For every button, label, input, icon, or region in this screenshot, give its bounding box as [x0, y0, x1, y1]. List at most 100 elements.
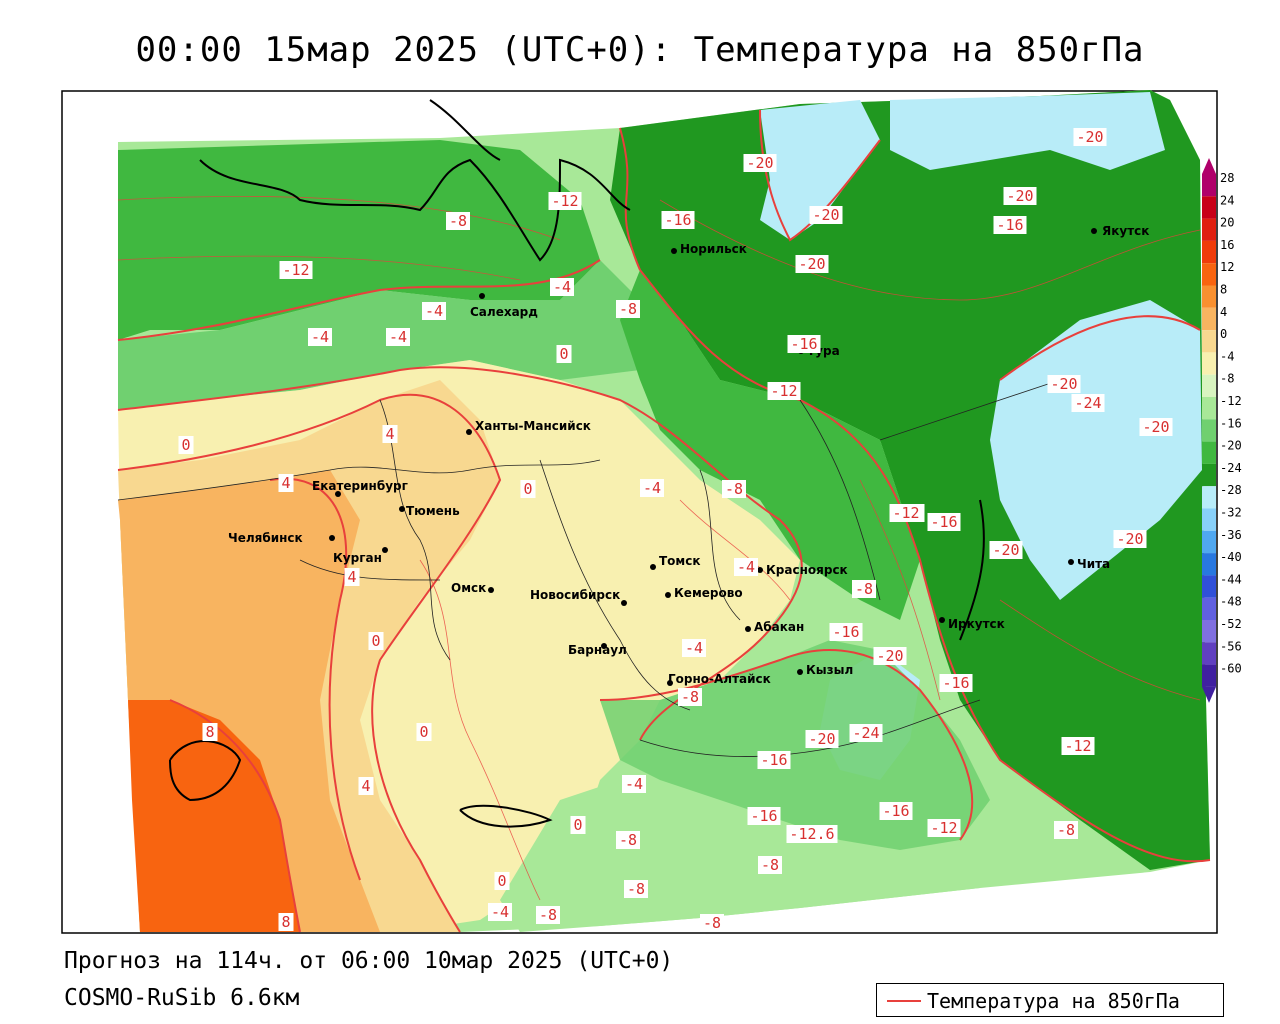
city-label: Чита: [1077, 557, 1110, 571]
isotherm-label: -16: [832, 623, 859, 641]
isotherm-label: -4: [491, 903, 509, 921]
colorbar-swatch: [1202, 263, 1216, 286]
city-dot: [329, 535, 335, 541]
colorbar-tick-label: -40: [1220, 550, 1242, 564]
isotherm-label-bg: [536, 906, 560, 924]
isotherm-label-bg: [873, 647, 907, 665]
isotherm-label: -12: [930, 819, 957, 837]
isotherm-label-bg: [1047, 375, 1081, 393]
city-dot: [466, 429, 472, 435]
isotherm-label-bg: [416, 723, 432, 741]
legend: Температура на 850гПа: [876, 983, 1224, 1017]
isotherm-label-bg: [278, 474, 294, 492]
isotherm-label: -16: [882, 802, 909, 820]
isotherm-label-bg: [1113, 530, 1147, 548]
isotherm-label: -4: [643, 479, 661, 497]
isotherm-label: -4: [625, 775, 643, 793]
isotherm-label-bg: [852, 580, 876, 598]
city-dot: [601, 643, 607, 649]
colorbar-tick-label: 20: [1220, 216, 1234, 230]
forecast-info: Прогноз на 114ч. от 06:00 10мар 2025 (UT…: [64, 948, 674, 974]
isotherm-label-bg: [805, 730, 839, 748]
city-dot: [745, 626, 751, 632]
colorbar-tick-label: 24: [1220, 193, 1234, 207]
isotherm-label: -20: [808, 730, 835, 748]
city-label: Челябинск: [228, 531, 303, 545]
isotherm-label-bg: [308, 328, 332, 346]
colorbar-tick-label: 16: [1220, 238, 1234, 252]
colorbar-swatch: [1202, 419, 1216, 442]
isotherm-label-bg: [548, 192, 582, 210]
city-label: Тюмень: [406, 504, 460, 518]
isotherm-label: -8: [725, 480, 743, 498]
region-very-cold-3: [990, 300, 1202, 600]
city-dot: [939, 617, 945, 623]
isotherm-label-bg: [1061, 737, 1095, 755]
isotherm-label-bg: [700, 914, 724, 932]
colorbar-swatch: [1202, 530, 1216, 554]
city-dot: [671, 248, 677, 254]
isotherm-label-bg: [358, 777, 374, 795]
isotherm-label-bg: [202, 723, 218, 741]
city-label: Ханты-Мансийск: [475, 419, 591, 433]
colorbar-tick-label: -12: [1220, 394, 1242, 408]
isotherm-label: 0: [371, 632, 380, 650]
isotherm-label-bg: [278, 913, 294, 931]
isotherm-label: -20: [1116, 530, 1143, 548]
isotherm-label-bg: [927, 513, 961, 531]
city-label: Новосибирск: [530, 588, 620, 602]
model-name: COSMO-RuSib 6.6км: [64, 985, 300, 1011]
isotherm-label-bg: [787, 335, 821, 353]
isotherm-label: -8: [855, 580, 873, 598]
isotherm-label: -20: [1050, 375, 1077, 393]
city-label: Екатеринбург: [312, 479, 408, 493]
isotherm-label-bg: [829, 623, 863, 641]
isotherm-label: 4: [281, 474, 290, 492]
isotherm-label-bg: [767, 382, 801, 400]
colorbar-tick-label: 0: [1220, 327, 1227, 341]
isotherm-label: -8: [681, 688, 699, 706]
isotherm-label: -4: [311, 328, 329, 346]
isotherm-label: -16: [664, 211, 691, 229]
city-dot: [667, 680, 673, 686]
colorbar-swatch: [1202, 508, 1216, 531]
city-dot: [335, 491, 341, 497]
isotherm-label: -12: [770, 382, 797, 400]
isotherm-label-bg: [889, 504, 923, 522]
isotherm-label-bg: [1139, 418, 1173, 436]
isotherm-label: 8: [281, 913, 290, 931]
isotherm-label-bg: [368, 632, 384, 650]
isotherm-label: 0: [419, 723, 428, 741]
region-cold-north: [118, 140, 600, 340]
isotherm-label-bg: [743, 154, 777, 172]
isotherm-label-group: -20 -20 -20 -16 -20 -16 -20 -12 -12 -8 -4 -4 -8 -4 -4 0…: [178, 128, 1173, 932]
isotherm-label: -20: [1076, 128, 1103, 146]
isotherm-label-bg: [747, 807, 781, 825]
map-title: 00:00 15мар 2025 (UTC+0): Температура на…: [135, 30, 1145, 70]
city-label: Салехард: [470, 305, 538, 319]
isotherm-label-bg: [446, 212, 470, 230]
city-dot: [399, 506, 405, 512]
isotherm-label: -8: [539, 906, 557, 924]
colorbar-swatch: [1202, 575, 1216, 598]
isotherm-label: -20: [1006, 187, 1033, 205]
isotherm-label: -16: [930, 513, 957, 531]
coastline: [169, 99, 985, 828]
colorbar-swatch: [1202, 664, 1216, 687]
isotherm-label: -24: [852, 724, 879, 742]
isotherm-label: 0: [523, 480, 532, 498]
isotherm-label-bg: [494, 872, 510, 890]
isotherm-label-bg: [279, 261, 313, 279]
colorbar-tick-label: 28: [1220, 171, 1234, 185]
city-label: Норильск: [680, 242, 747, 256]
colorbar-tick-label: -20: [1220, 439, 1242, 453]
isotherm-label-bg: [734, 558, 758, 576]
isotherm-label-bg: [786, 825, 838, 843]
colorbar-tick-label: -24: [1220, 461, 1242, 475]
isotherm-label: -8: [627, 880, 645, 898]
isotherm-label-bg: [758, 856, 782, 874]
isotherm-label-bg: [616, 831, 640, 849]
colorbar-tick-label: -36: [1220, 528, 1242, 542]
region-very-cold-2: [890, 92, 1165, 170]
city-label: Якутск: [1102, 224, 1149, 238]
